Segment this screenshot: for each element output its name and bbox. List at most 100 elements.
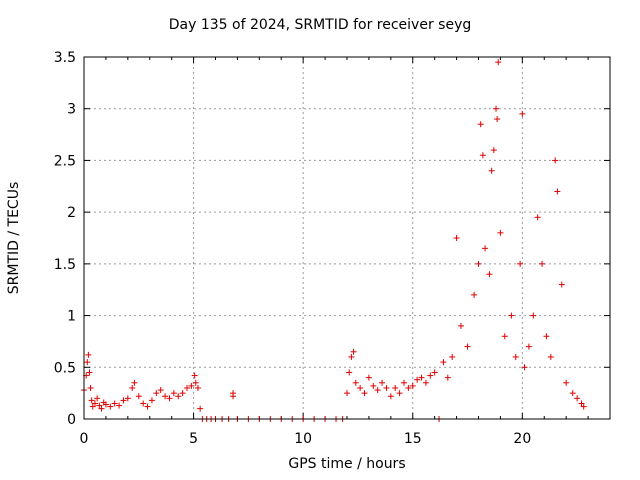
data-point [184, 384, 191, 391]
data-point [486, 271, 493, 278]
data-point [120, 397, 127, 404]
data-point [346, 369, 353, 376]
data-point [88, 397, 95, 404]
y-tick-label: 3 [67, 102, 76, 118]
data-point [495, 59, 502, 66]
data-point [129, 384, 136, 391]
data-point [574, 395, 581, 402]
x-tick-label: 20 [513, 431, 531, 447]
data-point [517, 260, 524, 267]
data-point [490, 147, 497, 154]
x-axis-label: GPS time / hours [288, 456, 406, 472]
data-point [85, 351, 92, 358]
data-point [175, 393, 182, 400]
data-point [230, 393, 237, 400]
data-point [479, 152, 486, 159]
data-point [383, 384, 390, 391]
data-point [464, 343, 471, 350]
data-point [116, 402, 123, 409]
data-point [521, 364, 528, 371]
data-point [457, 322, 464, 329]
data-point [569, 390, 576, 397]
data-point [179, 390, 186, 397]
data-point [400, 379, 407, 386]
data-point [534, 214, 541, 221]
y-tick-label: 0 [67, 412, 76, 428]
x-tick-label: 15 [404, 431, 422, 447]
grid-lines [84, 57, 610, 419]
data-point [107, 403, 114, 410]
data-point [449, 353, 456, 360]
data-point [94, 395, 101, 402]
data-point [84, 359, 91, 366]
data-point [554, 188, 561, 195]
y-tick-label: 2 [67, 205, 76, 221]
data-point [453, 235, 460, 241]
data-point [192, 379, 199, 386]
data-point [166, 395, 173, 402]
data-point [512, 353, 519, 360]
data-point [188, 382, 195, 389]
x-tick-label: 10 [294, 431, 312, 447]
chart-title: Day 135 of 2024, SRMTID for receiver sey… [168, 17, 472, 33]
data-point [482, 245, 489, 252]
data-point [96, 402, 103, 409]
data-point [191, 372, 198, 379]
data-point [494, 116, 501, 123]
data-point [98, 405, 105, 412]
y-tick-label: 1 [67, 309, 76, 325]
data-point [144, 403, 151, 410]
data-point [194, 384, 201, 391]
data-point [414, 376, 421, 383]
data-point [344, 390, 350, 397]
axis-ticks: 0 0.5 1 1.5 2 2.5 3 3.5 0 5 10 15 20 [54, 50, 610, 447]
data-point [543, 333, 550, 340]
y-tick-label: 1.5 [54, 257, 76, 273]
data-point [350, 348, 357, 355]
data-point [405, 384, 412, 391]
data-point [379, 379, 386, 386]
data-point [422, 379, 429, 386]
data-point [396, 390, 403, 397]
data-point [87, 384, 94, 391]
data-point [427, 372, 434, 379]
data-point [162, 393, 169, 400]
data-point [387, 393, 394, 400]
data-point [124, 395, 131, 402]
data-point [431, 369, 438, 376]
data-point [552, 157, 559, 164]
data-point [471, 291, 478, 298]
data-point [157, 387, 164, 394]
data-point [370, 382, 377, 389]
data-point [102, 401, 109, 408]
data-point [493, 105, 500, 112]
data-point [444, 374, 451, 381]
y-tick-label: 0.5 [54, 360, 76, 376]
y-tick-label: 2.5 [54, 153, 76, 169]
data-point [170, 390, 177, 397]
data-point [525, 343, 532, 350]
data-point [89, 403, 96, 410]
x-tick-label: 0 [80, 431, 89, 447]
data-point [86, 369, 93, 376]
data-point [580, 403, 587, 410]
data-point [519, 110, 526, 117]
data-point [530, 312, 537, 319]
data-point [578, 400, 585, 407]
y-tick-label: 3.5 [54, 50, 76, 66]
data-point [539, 260, 546, 267]
data-point [477, 121, 484, 128]
data-point [148, 397, 155, 404]
data-point [392, 384, 399, 391]
data-point [131, 379, 138, 386]
data-point [357, 384, 364, 391]
data-point [135, 393, 142, 400]
data-point [440, 359, 447, 366]
data-point [348, 353, 355, 360]
data-point [140, 400, 147, 407]
data-point [365, 374, 372, 381]
data-point [153, 390, 160, 397]
data-point [547, 353, 554, 360]
data-point [361, 390, 368, 397]
